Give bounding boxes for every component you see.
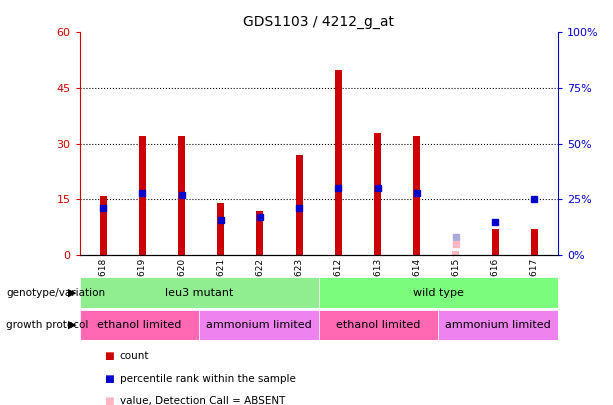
Bar [531, 229, 538, 255]
Bar [452, 252, 460, 255]
Text: count: count [120, 352, 149, 361]
Text: ■: ■ [104, 352, 114, 361]
Bar [199, 310, 319, 340]
Bar [256, 211, 264, 255]
Text: ■: ■ [104, 396, 114, 405]
Bar [178, 136, 185, 255]
Text: genotype/variation: genotype/variation [6, 288, 105, 298]
Text: value, Detection Call = ABSENT: value, Detection Call = ABSENT [120, 396, 285, 405]
Bar [80, 310, 199, 340]
Bar [139, 136, 146, 255]
Text: ammonium limited: ammonium limited [206, 320, 312, 330]
Text: ethanol limited: ethanol limited [337, 320, 421, 330]
Text: ammonium limited: ammonium limited [445, 320, 551, 330]
Text: growth protocol: growth protocol [6, 320, 88, 330]
Bar [100, 196, 107, 255]
Text: ▶: ▶ [68, 320, 77, 330]
Bar [217, 203, 224, 255]
Text: leu3 mutant: leu3 mutant [165, 288, 234, 298]
Bar [413, 136, 421, 255]
Bar [374, 133, 381, 255]
Bar [319, 277, 558, 308]
Text: percentile rank within the sample: percentile rank within the sample [120, 374, 295, 384]
Bar [80, 277, 319, 308]
Text: ethanol limited: ethanol limited [97, 320, 181, 330]
Bar [335, 70, 342, 255]
Text: ■: ■ [104, 374, 114, 384]
Bar [295, 155, 303, 255]
Bar [438, 310, 558, 340]
Text: wild type: wild type [413, 288, 463, 298]
Text: ▶: ▶ [68, 288, 77, 298]
Bar [492, 229, 498, 255]
Title: GDS1103 / 4212_g_at: GDS1103 / 4212_g_at [243, 15, 394, 29]
Bar [319, 310, 438, 340]
